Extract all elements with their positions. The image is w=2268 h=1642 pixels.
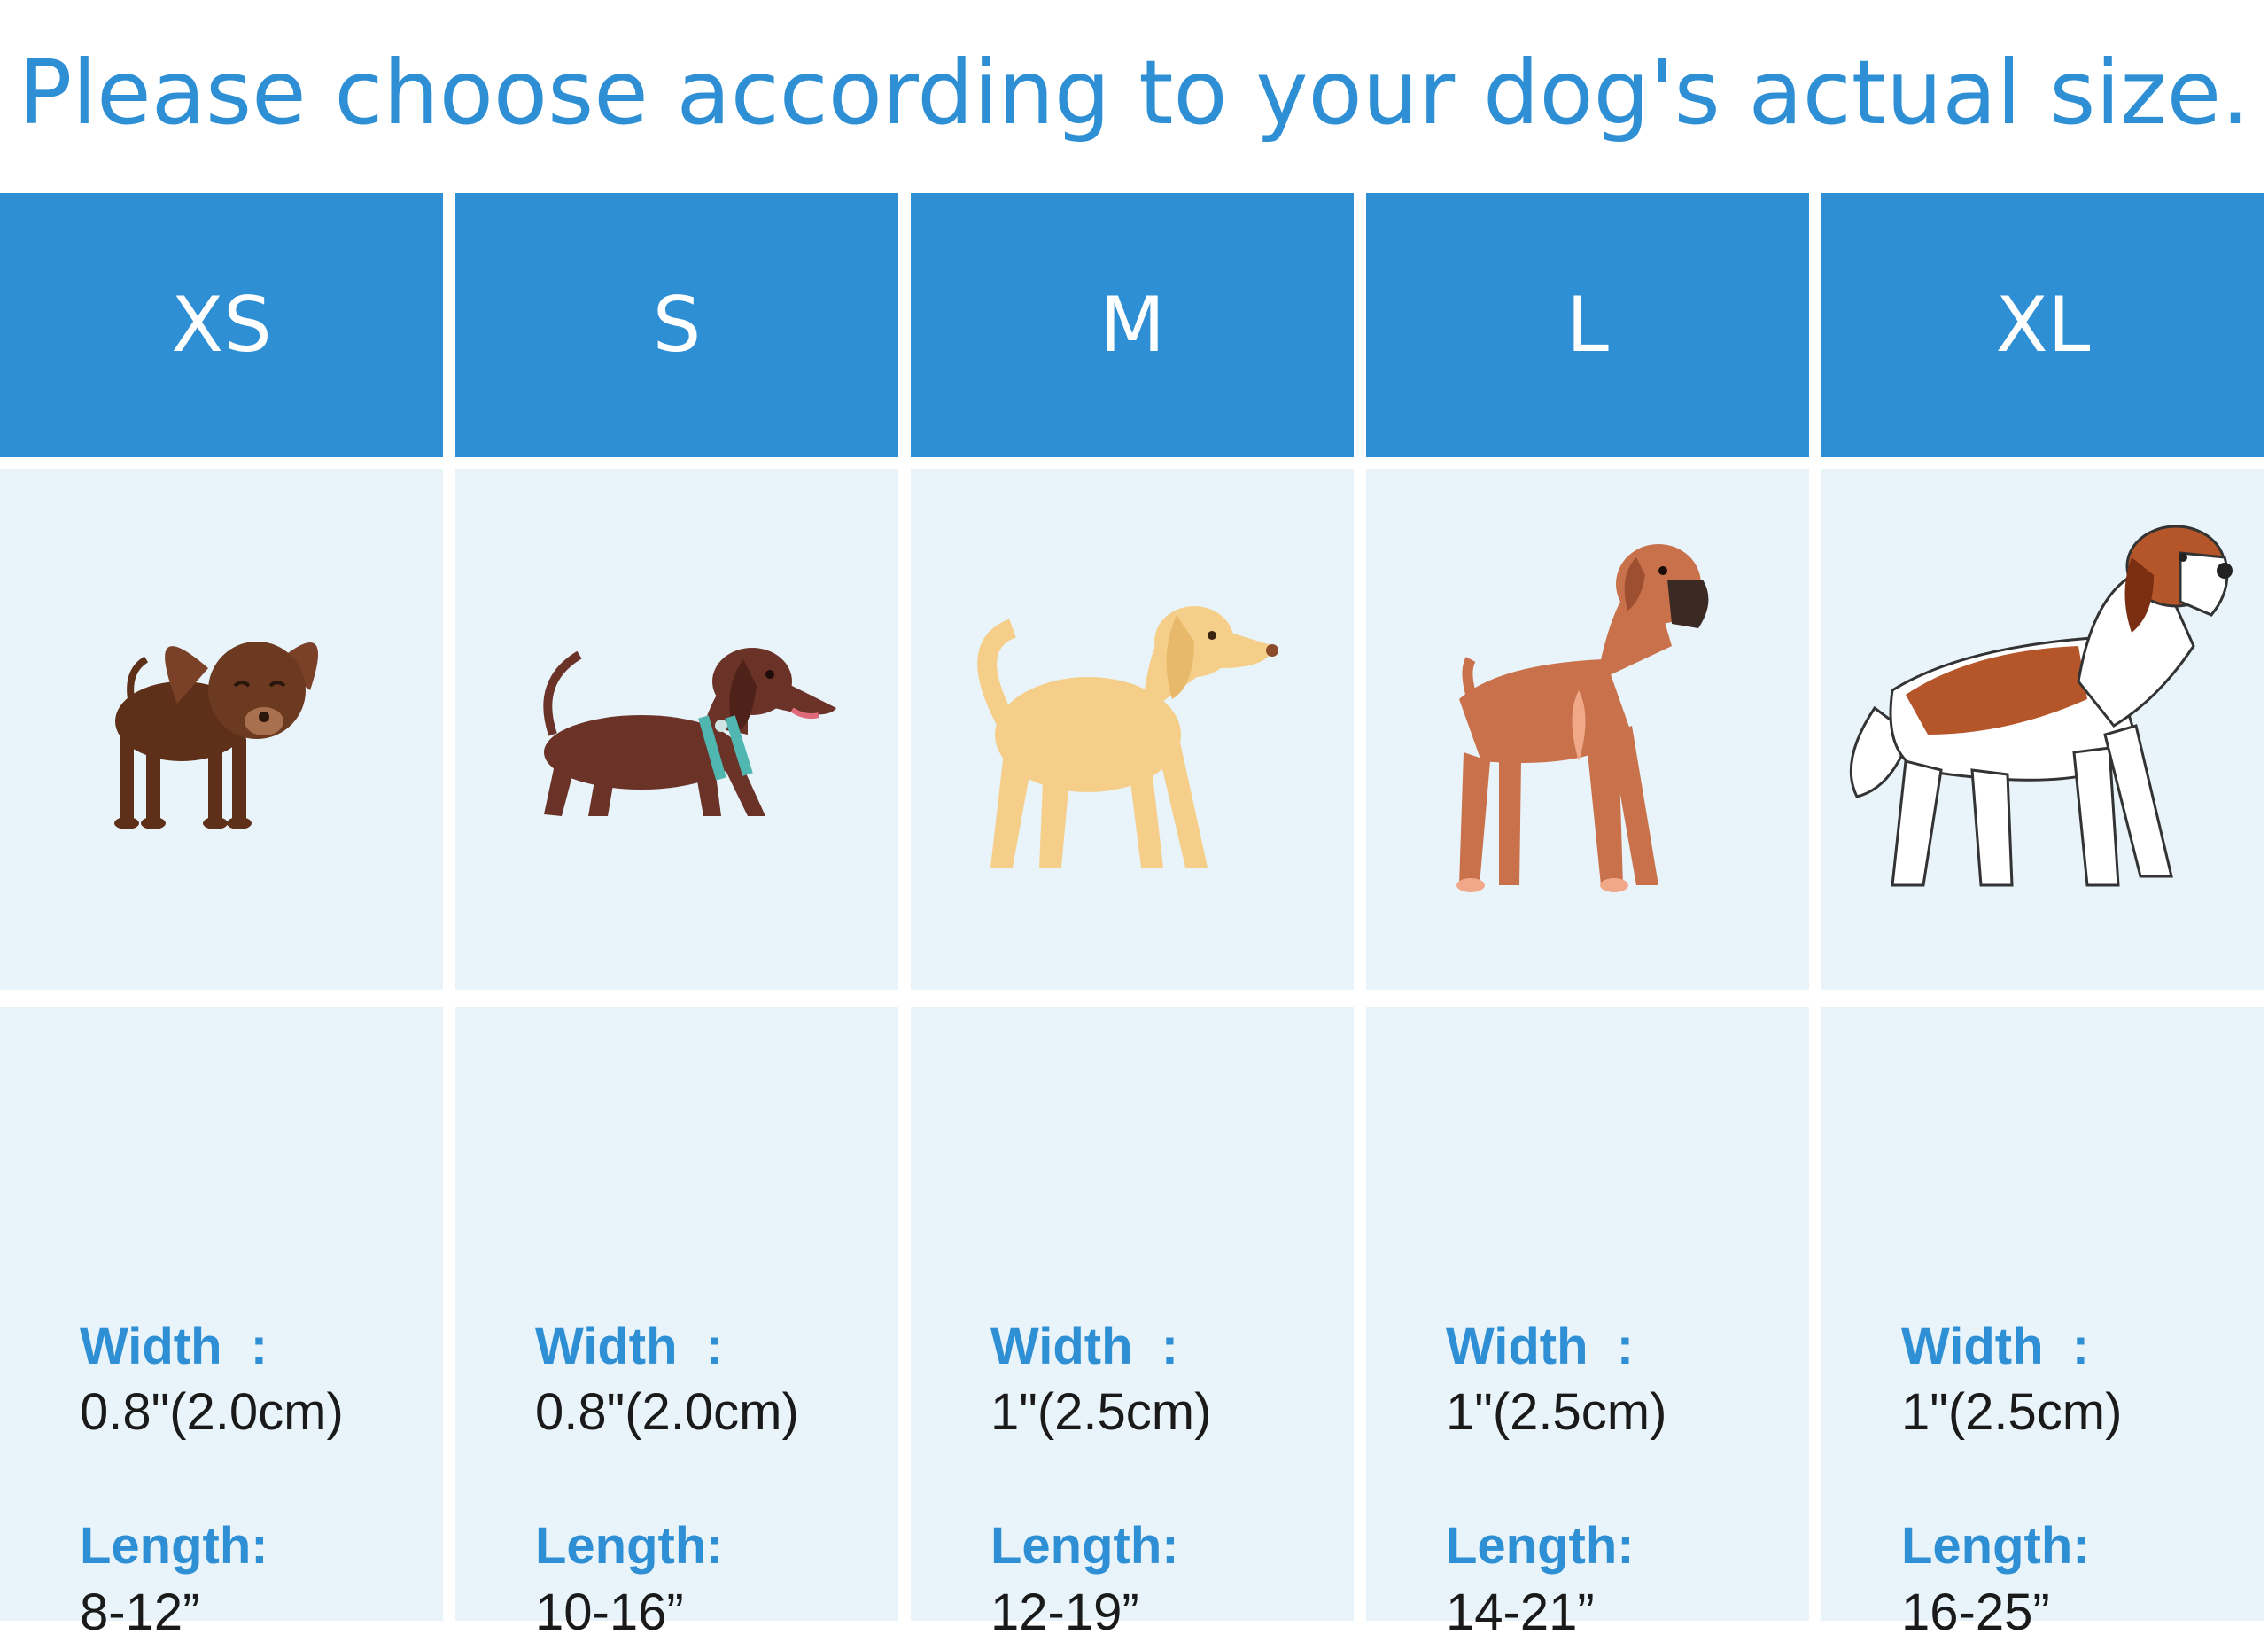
width-value: 1"(2.5cm) (990, 1383, 1212, 1441)
chihuahua-icon (114, 642, 318, 829)
page-title: Please choose according to your dog's ac… (19, 41, 2249, 144)
size-info-panel-xl: Width : 1"(2.5cm) Length: 16-25” (1821, 1007, 2264, 1641)
size-column-xl: XL Width : 1"(2.5cm) Length: 16-25” (1821, 193, 2264, 1641)
length-value: 14-21” (1446, 1584, 1595, 1641)
size-column-m: M Width : 1"(2.5cm) Length: 12-19” (911, 193, 1354, 1641)
width-value: 0.8"(2.0cm) (535, 1383, 799, 1441)
size-info-panel-l: Width : 1"(2.5cm) Length: 14-21” (1366, 1007, 1809, 1641)
length-label: Length: (990, 1517, 1179, 1575)
size-column-xs: XS Width : 0. (0, 193, 443, 1641)
boxer-icon (1456, 544, 1709, 892)
length-value: 8-12” (80, 1584, 200, 1641)
width-label: Width : (80, 1318, 268, 1375)
dog-picture-panel-xl (1821, 469, 2264, 990)
dachshund-icon (543, 648, 836, 816)
size-header-xs: XS (0, 193, 443, 457)
size-info-panel-xs: Width : 0.8"(2.0cm) Length: 8-12” (0, 1007, 443, 1641)
dog-picture-panel-xs (0, 469, 443, 990)
width-label: Width : (1901, 1318, 2090, 1375)
length-value: 10-16” (535, 1584, 684, 1641)
golden-retriever-icon (977, 606, 1278, 868)
length-label: Length: (535, 1517, 724, 1575)
size-info-panel-s: Width : 0.8"(2.0cm) Length: 10-16” (455, 1007, 898, 1641)
width-label: Width : (535, 1318, 724, 1375)
length-label: Length: (80, 1517, 268, 1575)
dog-picture-panel-l (1366, 469, 1809, 990)
size-header-m: M (911, 193, 1354, 457)
width-value: 1"(2.5cm) (1446, 1383, 1667, 1441)
length-value: 16-25” (1901, 1584, 2050, 1641)
dog-picture-panel-s (455, 469, 898, 990)
width-value: 1"(2.5cm) (1901, 1383, 2123, 1441)
length-label: Length: (1901, 1517, 2090, 1575)
dog-picture-panel-m (911, 469, 1354, 990)
size-column-s: S Width : 0.8"(2.0cm) Length: 10 (455, 193, 898, 1641)
size-header-xl: XL (1821, 193, 2264, 457)
width-value: 0.8"(2.0cm) (80, 1383, 344, 1441)
length-value: 12-19” (990, 1584, 1139, 1641)
size-header-s: S (455, 193, 898, 457)
size-header-l: L (1366, 193, 1809, 457)
size-column-l: L Width : 1"(2.5cm) Length: 14-21” (1366, 193, 1809, 1641)
width-label: Width : (990, 1318, 1179, 1375)
size-info-panel-m: Width : 1"(2.5cm) Length: 12-19” (911, 1007, 1354, 1641)
saint-bernard-icon (1849, 525, 2233, 887)
length-label: Length: (1446, 1517, 1635, 1575)
width-label: Width : (1446, 1318, 1635, 1375)
